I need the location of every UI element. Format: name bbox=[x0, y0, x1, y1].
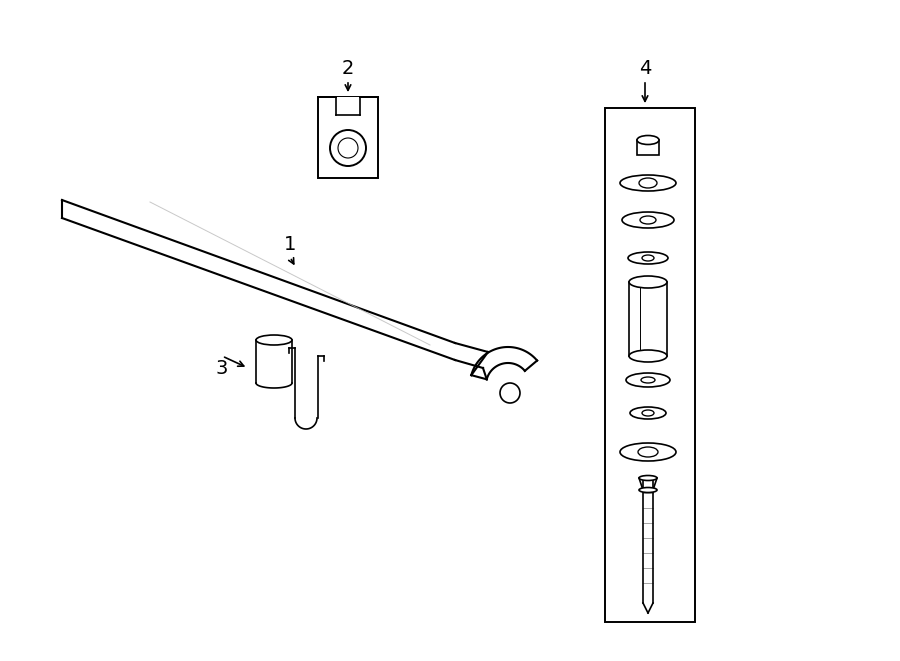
Ellipse shape bbox=[626, 373, 670, 387]
Bar bbox=[336, 97, 360, 115]
Ellipse shape bbox=[642, 255, 654, 261]
Ellipse shape bbox=[628, 252, 668, 264]
Ellipse shape bbox=[637, 136, 659, 145]
Text: 1: 1 bbox=[284, 235, 296, 254]
Ellipse shape bbox=[256, 335, 292, 345]
Ellipse shape bbox=[639, 475, 657, 481]
Ellipse shape bbox=[639, 488, 657, 492]
Ellipse shape bbox=[629, 276, 667, 288]
Ellipse shape bbox=[620, 443, 676, 461]
Bar bbox=[318, 97, 378, 178]
Bar bbox=[605, 108, 695, 622]
Bar bbox=[637, 140, 659, 155]
Ellipse shape bbox=[629, 350, 667, 362]
Ellipse shape bbox=[630, 407, 666, 419]
Ellipse shape bbox=[640, 216, 656, 224]
Ellipse shape bbox=[641, 377, 655, 383]
Text: 2: 2 bbox=[342, 59, 355, 77]
Ellipse shape bbox=[639, 178, 657, 188]
Ellipse shape bbox=[638, 447, 658, 457]
Ellipse shape bbox=[620, 175, 676, 191]
Ellipse shape bbox=[622, 212, 674, 228]
Text: 4: 4 bbox=[639, 59, 652, 77]
Ellipse shape bbox=[642, 410, 654, 416]
Text: 3: 3 bbox=[216, 358, 229, 377]
